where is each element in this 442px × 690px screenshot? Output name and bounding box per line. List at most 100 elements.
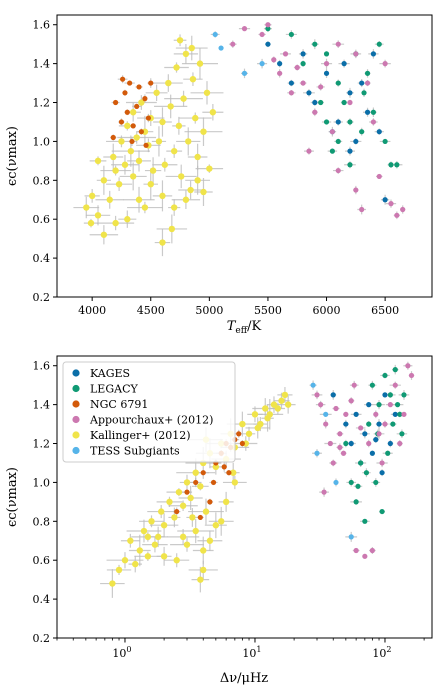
point-legacy xyxy=(394,402,401,408)
point-appourchaux-2012 xyxy=(394,212,400,218)
point-kallinger-2012 xyxy=(100,177,108,184)
point-kallinger-2012 xyxy=(203,89,211,96)
point-appourchaux-2012 xyxy=(333,405,339,412)
xtick-label: 4500 xyxy=(137,304,165,317)
point-kallinger-2012 xyxy=(160,553,168,560)
point-kallinger-2012 xyxy=(148,518,155,525)
ytick-label: 1.6 xyxy=(33,360,51,373)
point-legacy xyxy=(382,372,388,379)
point-kallinger-2012 xyxy=(183,541,191,548)
point-ngc-6791 xyxy=(130,123,136,129)
point-appourchaux-2012 xyxy=(392,382,398,388)
point-kages xyxy=(312,99,318,106)
point-kallinger-2012 xyxy=(180,95,187,102)
point-appourchaux-2012 xyxy=(241,26,248,32)
point-kages xyxy=(347,148,353,154)
point-kages xyxy=(376,421,382,427)
point-kallinger-2012 xyxy=(196,60,204,67)
point-kallinger-2012 xyxy=(179,533,187,541)
point-kallinger-2012 xyxy=(281,391,289,399)
point-kallinger-2012 xyxy=(140,527,148,535)
point-kages xyxy=(382,197,388,203)
legend-marker xyxy=(72,446,80,455)
point-kages xyxy=(359,80,365,86)
point-kallinger-2012 xyxy=(175,122,183,130)
legend-marker xyxy=(72,369,80,377)
point-appourchaux-2012 xyxy=(362,553,368,559)
top-xlabel-sub: eff xyxy=(235,326,247,336)
point-kallinger-2012 xyxy=(154,533,162,541)
point-legacy xyxy=(335,138,341,145)
point-legacy xyxy=(394,162,400,168)
point-kallinger-2012 xyxy=(115,181,123,188)
point-kages xyxy=(306,90,312,96)
point-ngc-6791 xyxy=(200,470,206,476)
point-appourchaux-2012 xyxy=(337,444,343,451)
point-kallinger-2012 xyxy=(112,167,119,174)
point-tess-subgiants xyxy=(310,382,316,388)
top-xlabel-main: T xyxy=(227,319,237,334)
point-legacy xyxy=(369,382,375,388)
point-kallinger-2012 xyxy=(147,181,154,188)
point-kallinger-2012 xyxy=(200,188,207,196)
point-kages xyxy=(300,51,306,57)
point-ngc-6791 xyxy=(127,80,133,86)
legend-label: NGC 6791 xyxy=(90,398,148,411)
point-kages xyxy=(353,138,359,145)
xtick-label: 4000 xyxy=(78,304,106,317)
point-appourchaux-2012 xyxy=(277,70,283,76)
point-kallinger-2012 xyxy=(192,469,199,476)
point-appourchaux-2012 xyxy=(327,440,333,447)
point-kallinger-2012 xyxy=(173,64,180,71)
point-appourchaux-2012 xyxy=(330,460,336,466)
xtick-label: 6500 xyxy=(371,304,399,317)
point-kallinger-2012 xyxy=(183,479,191,486)
point-kages xyxy=(392,411,398,417)
point-ngc-6791 xyxy=(112,99,119,106)
point-kallinger-2012 xyxy=(188,44,195,52)
point-appourchaux-2012 xyxy=(366,440,372,447)
point-ngc-6791 xyxy=(143,142,149,148)
point-appourchaux-2012 xyxy=(348,398,354,404)
xtick-label: 102 xyxy=(372,645,391,660)
point-appourchaux-2012 xyxy=(387,402,393,408)
point-kallinger-2012 xyxy=(87,219,95,227)
point-ngc-6791 xyxy=(239,440,245,447)
point-kallinger-2012 xyxy=(192,527,199,535)
point-appourchaux-2012 xyxy=(401,411,407,417)
point-ngc-6791 xyxy=(207,499,213,505)
point-kallinger-2012 xyxy=(284,401,292,408)
point-kallinger-2012 xyxy=(115,566,123,574)
point-legacy xyxy=(387,392,393,398)
point-kages xyxy=(330,392,336,398)
point-kages xyxy=(364,109,371,115)
point-kallinger-2012 xyxy=(212,522,220,529)
point-legacy xyxy=(366,421,372,427)
point-kallinger-2012 xyxy=(170,204,178,211)
point-kages xyxy=(265,41,271,47)
top-xticks: 4000 4500 5000 5500 6000 6500 xyxy=(78,297,399,317)
point-kages xyxy=(277,61,283,67)
point-ngc-6791 xyxy=(226,470,232,476)
point-legacy xyxy=(358,460,364,466)
point-legacy xyxy=(363,470,370,476)
point-kallinger-2012 xyxy=(197,576,204,583)
point-kallinger-2012 xyxy=(251,411,259,418)
panel-top: 4000 4500 5000 5500 6000 6500 0.2 0.4 0.6 0.8 1.0… xyxy=(5,14,433,336)
point-appourchaux-2012 xyxy=(359,206,365,213)
point-legacy xyxy=(341,99,347,106)
legend-marker xyxy=(72,415,80,424)
point-kallinger-2012 xyxy=(194,177,201,184)
point-kallinger-2012 xyxy=(212,463,220,471)
point-kallinger-2012 xyxy=(231,479,239,486)
point-kallinger-2012 xyxy=(192,114,199,122)
point-appourchaux-2012 xyxy=(306,148,312,154)
point-legacy xyxy=(373,479,379,486)
point-appourchaux-2012 xyxy=(382,61,388,67)
bottom-ylabel: ϵc(νmax) xyxy=(5,467,20,527)
point-kages xyxy=(387,440,393,447)
point-legacy xyxy=(300,61,306,67)
point-appourchaux-2012 xyxy=(337,431,343,437)
ytick-label: 1.4 xyxy=(33,58,51,71)
point-kallinger-2012 xyxy=(245,430,253,437)
